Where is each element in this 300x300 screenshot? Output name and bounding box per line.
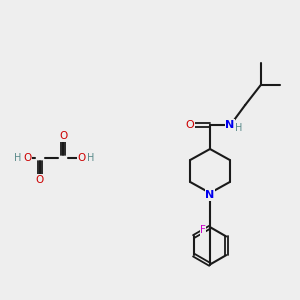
Text: N: N bbox=[206, 190, 214, 200]
Text: H: H bbox=[235, 123, 242, 133]
Text: O: O bbox=[59, 131, 67, 141]
Text: O: O bbox=[186, 120, 195, 130]
Text: H: H bbox=[14, 153, 22, 163]
Text: N: N bbox=[225, 120, 234, 130]
Text: F: F bbox=[200, 225, 206, 235]
Text: H: H bbox=[87, 153, 95, 163]
Text: O: O bbox=[36, 175, 44, 185]
Text: O: O bbox=[23, 153, 31, 163]
Text: O: O bbox=[78, 153, 86, 163]
